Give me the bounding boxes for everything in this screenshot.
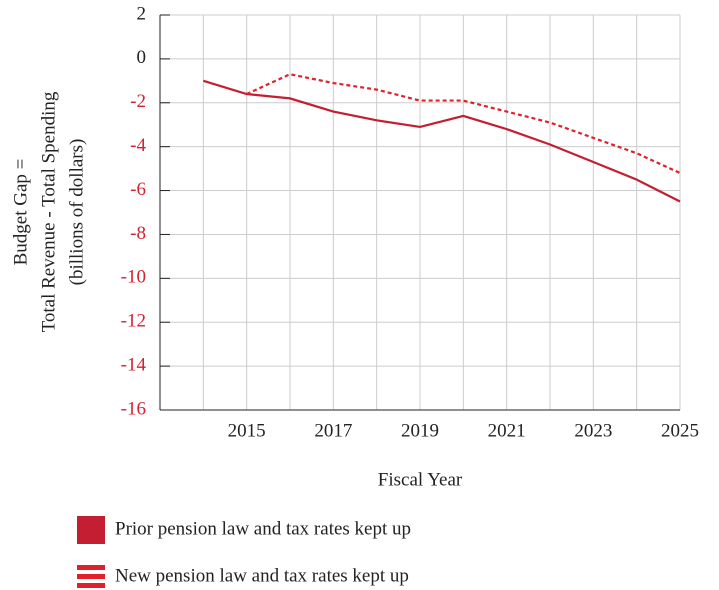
x-tick-label: 2019 xyxy=(401,420,439,441)
x-tick-label: 2015 xyxy=(228,420,266,441)
series-line xyxy=(246,73,681,175)
y-axis-label: Budget Gap = xyxy=(10,159,31,266)
y-tick-label: -6 xyxy=(130,179,146,200)
y-tick-label: -4 xyxy=(130,135,146,156)
y-tick-label: -12 xyxy=(121,311,146,332)
legend-label: Prior pension law and tax rates kept up xyxy=(115,518,411,539)
y-tick-label: -10 xyxy=(121,267,146,288)
y-tick-label: -16 xyxy=(121,398,146,419)
y-tick-label: 0 xyxy=(137,47,147,68)
x-tick-label: 2021 xyxy=(488,420,526,441)
y-tick-label: -8 xyxy=(130,223,146,244)
series-line xyxy=(203,79,681,203)
x-tick-label: 2023 xyxy=(574,420,612,441)
y-tick-label: -14 xyxy=(121,354,147,375)
legend-label: New pension law and tax rates kept up xyxy=(115,565,409,586)
y-axis-label: Total Revenue - Total Spending xyxy=(38,91,59,332)
x-tick-label: 2025 xyxy=(661,420,699,441)
legend-swatch xyxy=(77,516,105,544)
y-tick-label: -2 xyxy=(130,91,146,112)
legend-swatch xyxy=(77,565,105,570)
legend-swatch xyxy=(77,574,105,579)
x-tick-label: 2017 xyxy=(314,420,352,441)
x-axis-label: Fiscal Year xyxy=(378,469,463,490)
y-axis-label: (billions of dollars) xyxy=(66,139,87,286)
y-tick-label: 2 xyxy=(137,3,147,24)
legend-swatch xyxy=(77,583,105,588)
